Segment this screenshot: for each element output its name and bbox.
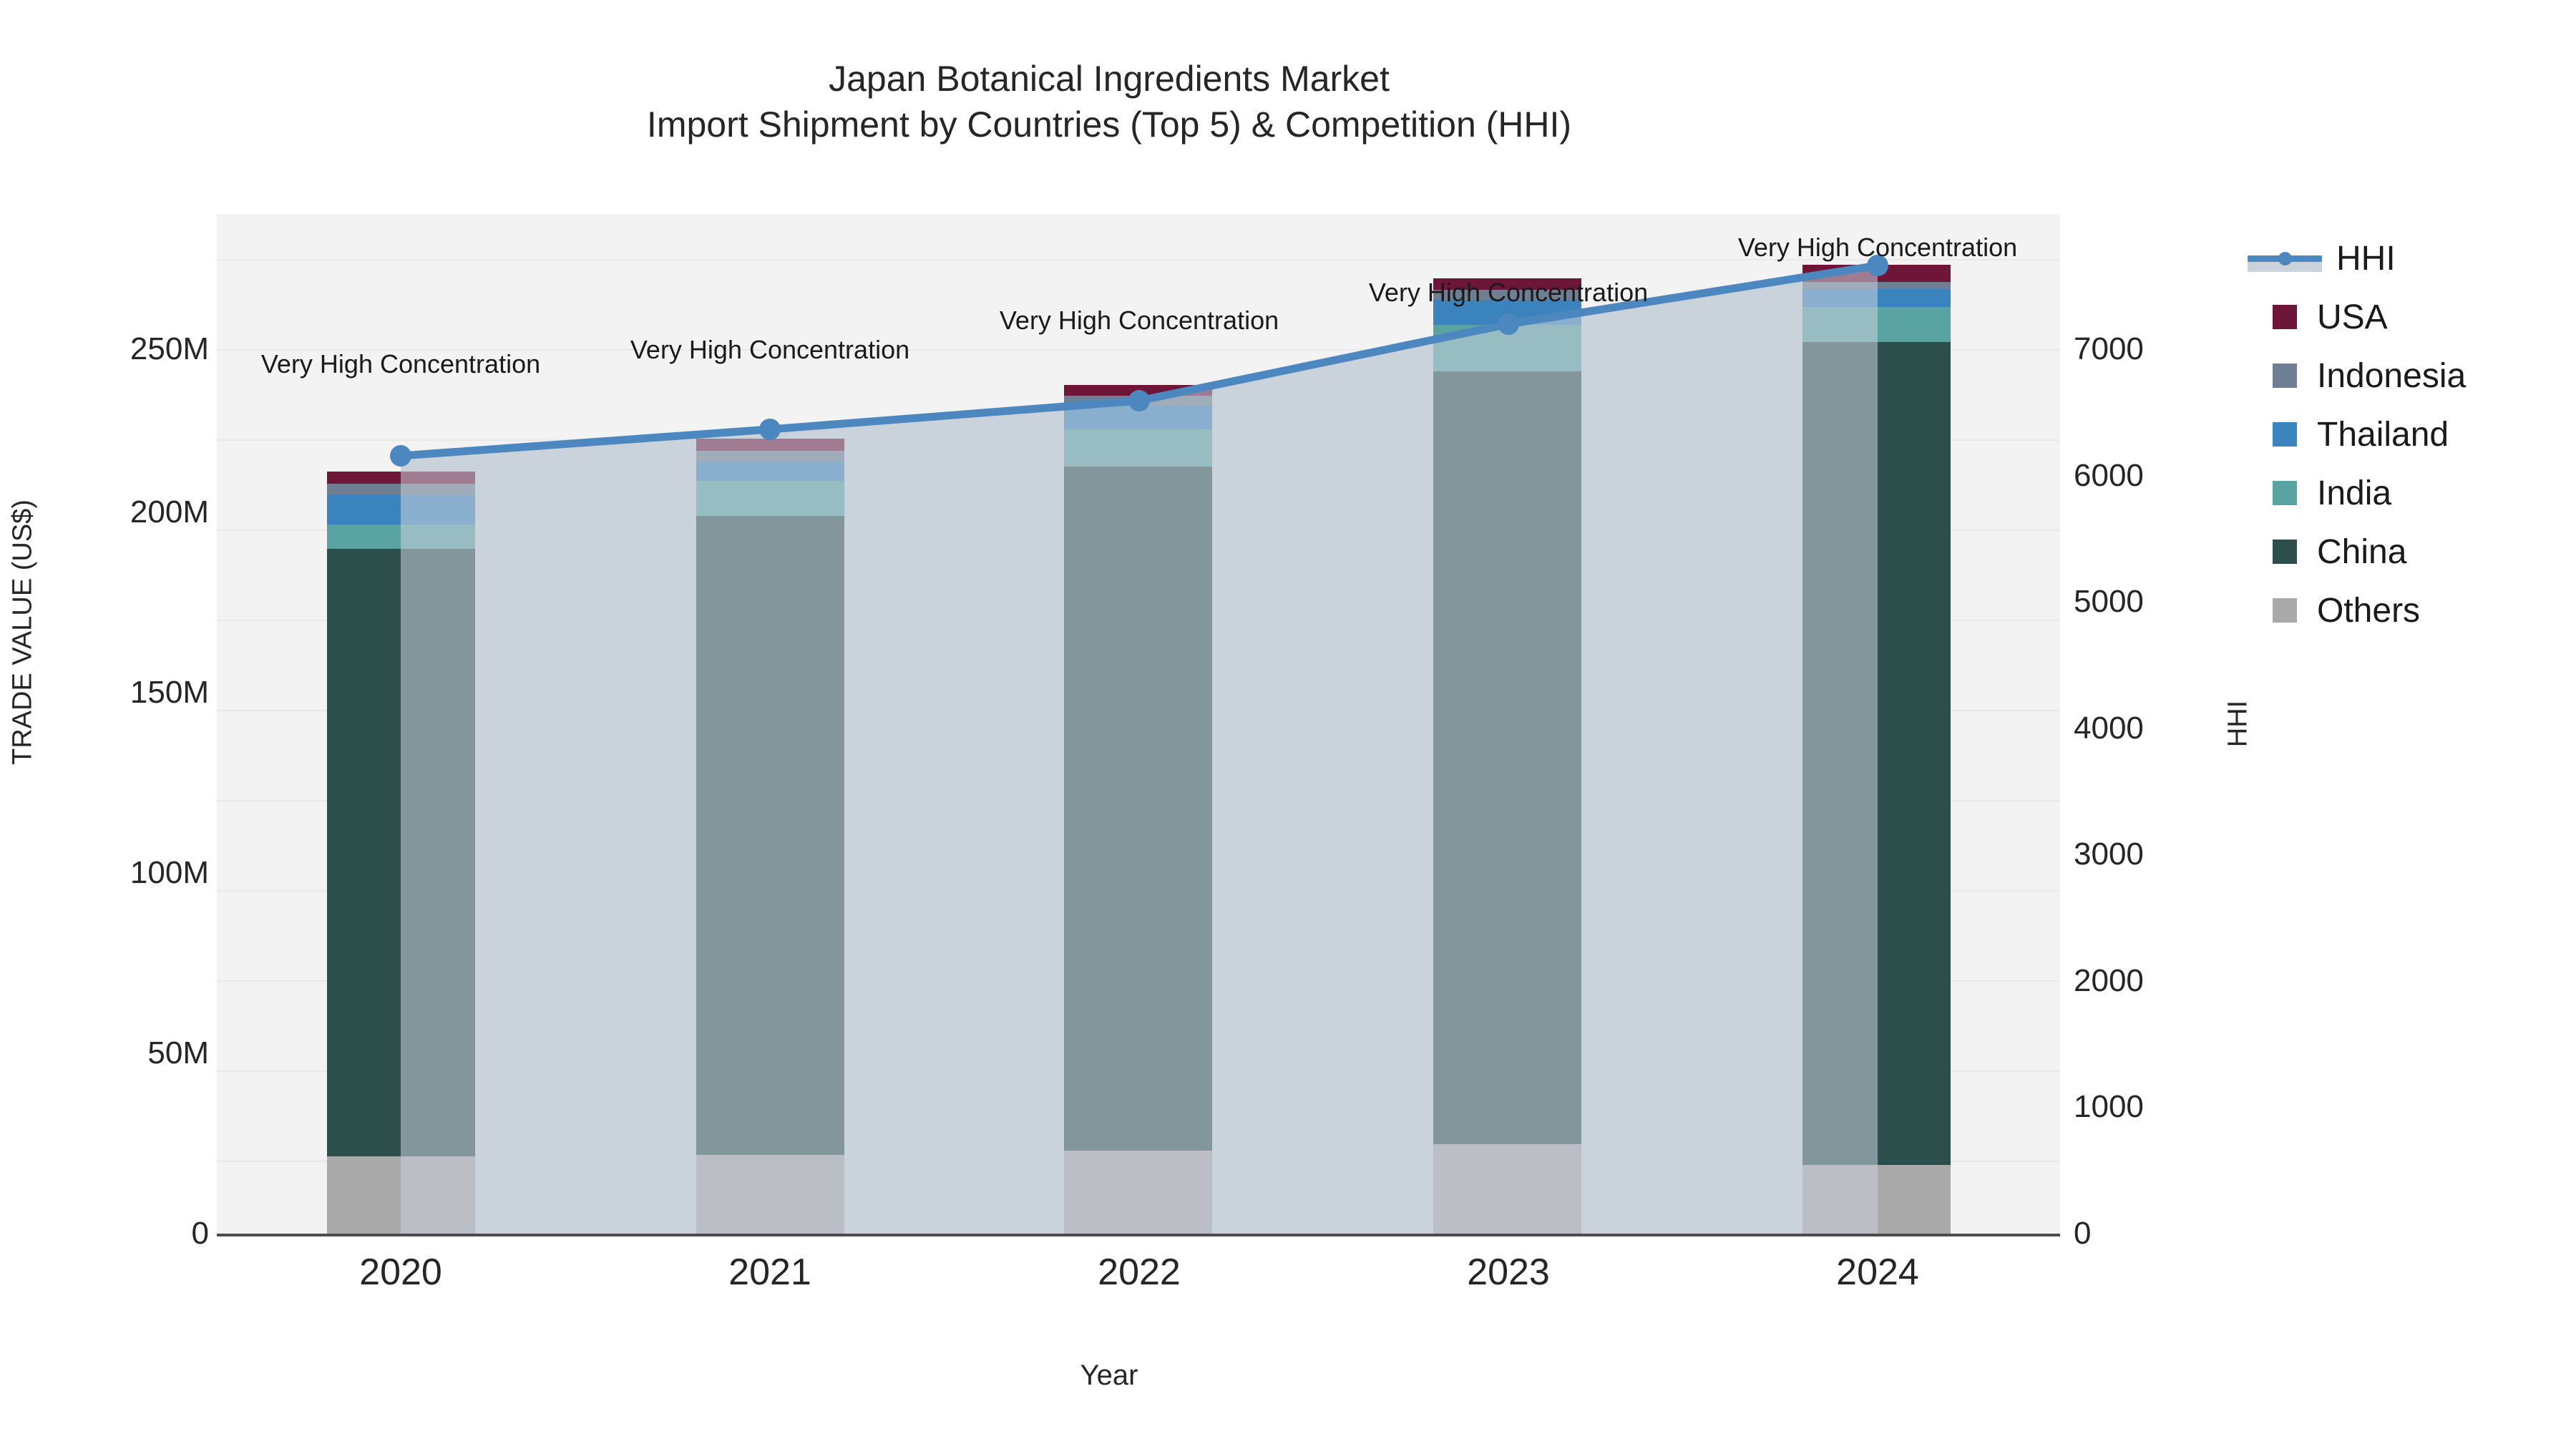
legend-label: India [2317,474,2392,512]
y-tick-right: 0 [2074,1216,2092,1251]
bar-segment-india[interactable] [1433,325,1581,371]
legend-swatch-icon [2273,422,2297,447]
chart-title-line1: Japan Botanical Ingredients Market [829,59,1390,99]
bar-segment-others[interactable] [1064,1151,1212,1234]
bar-group-2024[interactable] [1802,265,1951,1234]
y-tick-right: 1000 [2074,1089,2144,1124]
legend-item-usa[interactable]: USA [2273,288,2576,346]
annotation-2023: Very High Concentration [1368,278,1649,307]
annotation-2022: Very High Concentration [999,306,1279,335]
y-tick-right: 2000 [2074,963,2144,998]
y-tick-left: 150M [130,675,209,710]
legend-item-india[interactable]: India [2273,464,2576,522]
bar-segment-indonesia[interactable] [1064,396,1212,406]
bar-group-2023[interactable] [1433,278,1581,1234]
bar-segment-india[interactable] [1064,429,1212,467]
y-tick-right: 7000 [2074,331,2144,366]
bar-group-2022[interactable] [1064,385,1212,1234]
bar-segment-india[interactable] [696,481,844,516]
legend-label: USA [2317,298,2388,336]
bar-segment-china[interactable] [1064,467,1212,1151]
x-tick-2021: 2021 [728,1252,811,1293]
y-axis-left: 0 50M 100M 150M 200M 250M [0,0,209,1449]
bar-segment-others[interactable] [327,1156,475,1234]
y-tick-right: 3000 [2074,836,2144,872]
legend: HHI USA Indonesia Thailand India China O… [2248,229,2576,640]
bar-segment-indonesia[interactable] [696,451,844,462]
bar-segment-china[interactable] [696,516,844,1155]
bar-segment-usa[interactable] [696,439,844,451]
bar-segment-china[interactable] [327,549,475,1156]
gridline [217,259,2060,260]
bar-group-2021[interactable] [696,439,844,1234]
bar-segment-indonesia[interactable] [327,484,475,495]
y-axis-right-label: HHI [2223,700,2253,748]
y-tick-left: 100M [130,855,209,890]
bar-segment-india[interactable] [1802,307,1951,342]
y-axis-left-label: TRADE VALUE (US$) [7,499,38,765]
legend-item-indonesia[interactable]: Indonesia [2273,346,2576,405]
bar-segment-china[interactable] [1802,342,1951,1165]
legend-item-china[interactable]: China [2273,522,2576,581]
x-tick-2022: 2022 [1098,1252,1181,1293]
bar-segment-thailand[interactable] [1802,289,1951,307]
y-tick-left: 50M [147,1035,209,1070]
y-tick-left: 200M [130,494,209,530]
legend-swatch-icon [2273,598,2297,623]
legend-label: Others [2317,591,2421,630]
legend-swatch-icon [2273,540,2297,564]
bar-segment-usa[interactable] [327,472,475,484]
y-tick-left: 0 [191,1216,209,1251]
legend-label: Indonesia [2317,356,2467,395]
annotation-2024: Very High Concentration [1737,233,2018,262]
y-axis-right: 0 1000 2000 3000 4000 5000 6000 7000 [2074,0,2288,1449]
legend-label: China [2317,532,2407,571]
annotation-2020: Very High Concentration [260,349,541,379]
bar-segment-thailand[interactable] [327,495,475,525]
y-tick-right: 6000 [2074,458,2144,493]
x-tick-2023: 2023 [1467,1252,1550,1293]
hhi-line-icon [2248,246,2322,272]
bar-segment-thailand[interactable] [696,462,844,481]
bar-segment-others[interactable] [1802,1165,1951,1234]
bar-segment-india[interactable] [327,525,475,549]
x-tick-2024: 2024 [1836,1252,1919,1293]
bar-segment-china[interactable] [1433,371,1581,1144]
bar-segment-usa[interactable] [1064,385,1212,396]
bar-group-2020[interactable] [327,472,475,1234]
y-tick-left: 250M [130,331,209,366]
annotation-2021: Very High Concentration [630,335,910,364]
chart-title: Japan Botanical Ingredients Market Impor… [0,56,2218,147]
legend-label: HHI [2336,239,2396,278]
bar-segment-thailand[interactable] [1064,406,1212,429]
legend-item-hhi[interactable]: HHI [2248,229,2576,288]
x-axis-label: Year [1080,1360,1138,1391]
bar-segment-others[interactable] [1433,1144,1581,1234]
legend-swatch-icon [2273,481,2297,505]
legend-swatch-icon [2273,364,2297,388]
x-axis-line [217,1234,2060,1236]
legend-item-others[interactable]: Others [2273,581,2576,640]
legend-swatch-icon [2273,305,2297,329]
legend-item-thailand[interactable]: Thailand [2273,405,2576,464]
bar-segment-indonesia[interactable] [1802,282,1951,289]
y-tick-right: 4000 [2074,711,2144,746]
chart-title-line2: Import Shipment by Countries (Top 5) & C… [646,104,1572,145]
x-tick-2020: 2020 [359,1252,442,1293]
bar-segment-usa[interactable] [1802,265,1951,282]
bar-segment-others[interactable] [696,1155,844,1234]
legend-label: Thailand [2317,415,2449,454]
y-tick-right: 5000 [2074,584,2144,619]
